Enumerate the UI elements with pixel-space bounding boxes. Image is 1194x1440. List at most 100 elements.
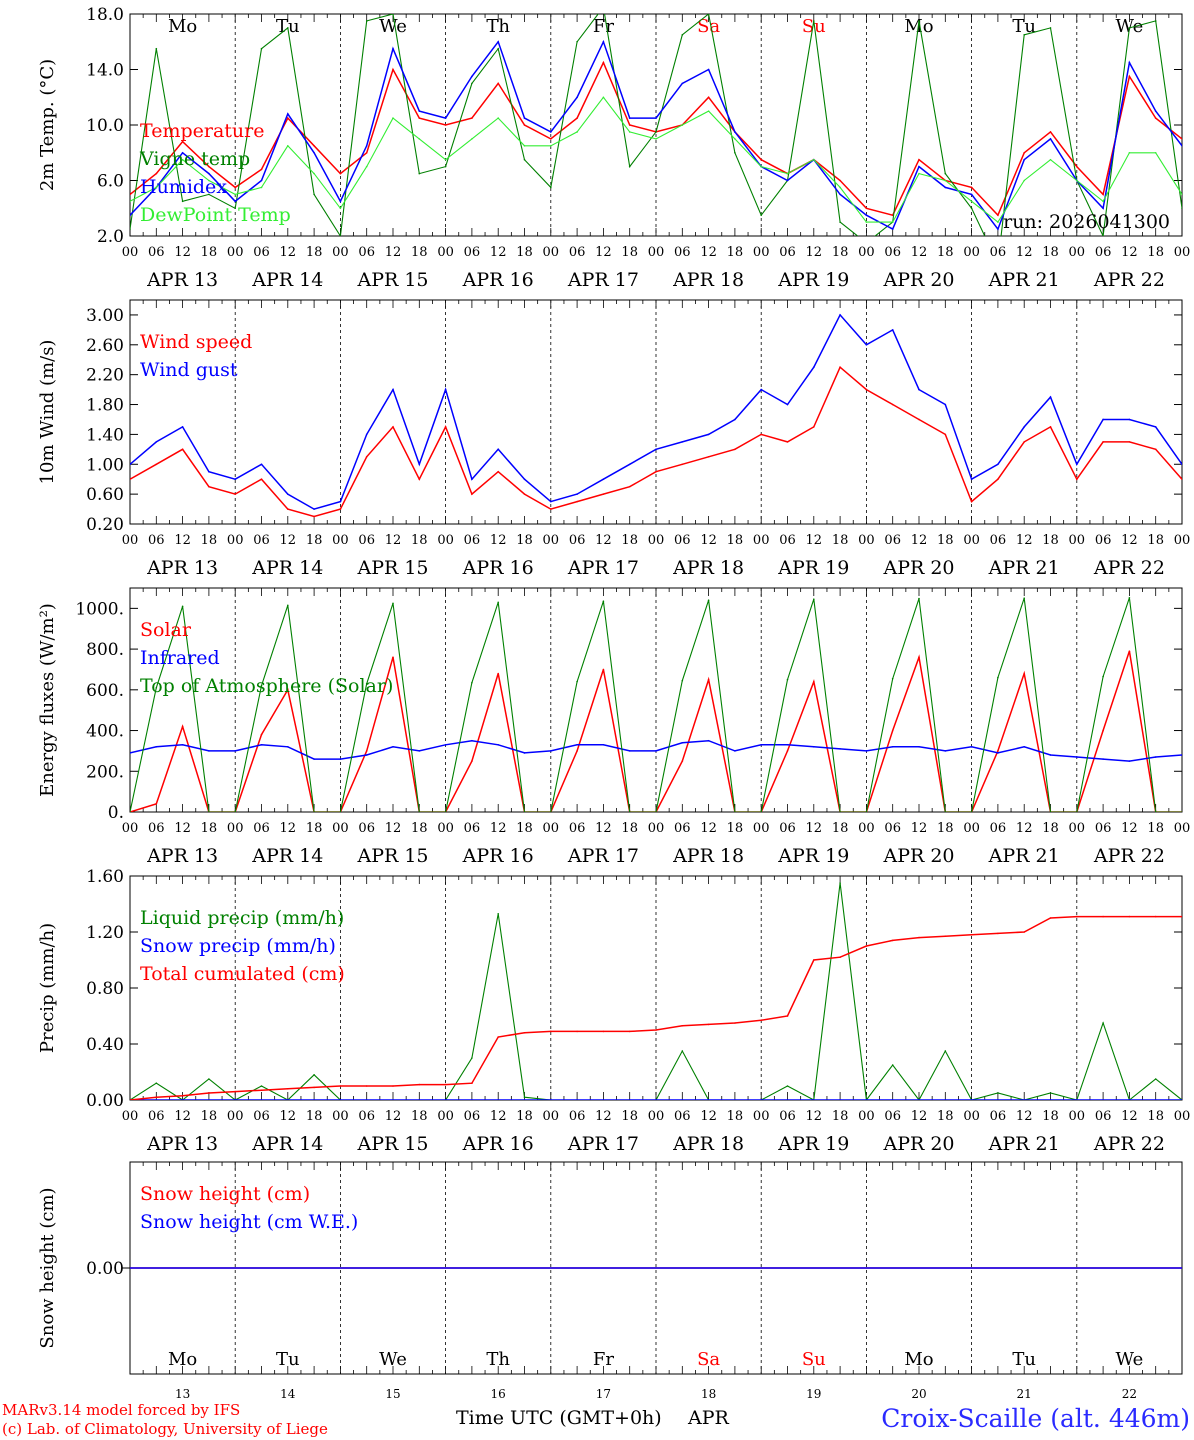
wind-point-1 xyxy=(444,388,447,391)
energy-hour-label: 12 xyxy=(385,821,402,836)
temp-ytick-label: 6.0 xyxy=(97,172,124,192)
precip-point-0 xyxy=(471,1057,473,1059)
temp-point-2 xyxy=(681,82,684,85)
energy-hour-label: 00 xyxy=(858,821,875,836)
precip-point-2 xyxy=(655,1029,657,1031)
wind-point-0 xyxy=(1181,478,1182,480)
energy-date-label: APR 15 xyxy=(356,845,428,867)
wind-point-0 xyxy=(234,493,236,495)
precip-point-2 xyxy=(1128,915,1131,918)
temp-point-3 xyxy=(155,186,158,189)
temp-hour-label: 12 xyxy=(174,245,191,260)
precip-point-2 xyxy=(839,956,841,958)
precip-point-1 xyxy=(707,1099,710,1100)
precip-point-1 xyxy=(1102,1099,1104,1100)
energy-hour-label: 00 xyxy=(543,821,560,836)
energy-point-2 xyxy=(497,601,500,604)
energy-series-group xyxy=(130,596,1182,812)
temp-point-2 xyxy=(707,68,710,71)
temp-point-2 xyxy=(208,172,210,175)
temp-point-3 xyxy=(208,179,210,182)
energy-hour-label: 06 xyxy=(464,821,481,836)
energy-point-0 xyxy=(1128,650,1131,652)
energy-hour-label: 18 xyxy=(1042,821,1059,836)
precip-point-1 xyxy=(786,1099,789,1100)
temp-point-2 xyxy=(1049,138,1052,140)
precip-point-1 xyxy=(339,1099,342,1100)
precip-point-0 xyxy=(497,913,500,915)
energy-hour-label: 06 xyxy=(569,821,586,836)
wind-hour-label: 12 xyxy=(385,533,402,548)
precip-point-1 xyxy=(918,1099,920,1100)
snow-series-group xyxy=(130,1267,1182,1269)
wind-legend-1: Wind gust xyxy=(140,359,238,381)
temp-point-3 xyxy=(497,117,500,119)
temp-hour-label: 18 xyxy=(832,245,849,260)
wind-point-1 xyxy=(497,448,500,451)
temp-hour-label: 18 xyxy=(201,245,218,260)
temp-point-1 xyxy=(550,186,552,189)
precip-hour-label: 00 xyxy=(1174,1109,1191,1124)
snow-weekday-label: We xyxy=(379,1349,407,1370)
precip-ytick-label: 0.00 xyxy=(86,1091,124,1111)
wind-hour-label: 00 xyxy=(1069,533,1086,548)
temp-point-2 xyxy=(444,117,447,119)
energy-point-1 xyxy=(681,741,684,744)
precip-ytick-label: 1.20 xyxy=(86,923,124,943)
wind-hour-label: 00 xyxy=(543,533,560,548)
temp-point-0 xyxy=(1023,151,1025,154)
temp-point-2 xyxy=(339,200,342,203)
wind-point-1 xyxy=(891,329,894,331)
precip-point-2 xyxy=(313,1086,315,1089)
temp-point-1 xyxy=(628,165,631,168)
temp-weekday-label: Su xyxy=(802,16,826,37)
wind-point-1 xyxy=(313,508,315,510)
energy-point-1 xyxy=(786,744,789,746)
wind-hour-label: 18 xyxy=(1042,533,1059,548)
temp-run-annotation: run: 2026041300 xyxy=(1003,211,1170,233)
wind-point-0 xyxy=(392,426,394,428)
wind-point-1 xyxy=(208,470,210,473)
wind-point-1 xyxy=(997,463,999,466)
precip-point-1 xyxy=(208,1099,210,1100)
snow-day-number: 22 xyxy=(1122,1387,1137,1401)
snow-weekday-label: We xyxy=(1116,1349,1144,1370)
energy-hour-label: 00 xyxy=(437,821,454,836)
temp-point-1 xyxy=(234,207,236,210)
energy-hour-label: 18 xyxy=(1147,821,1164,836)
energy-point-1 xyxy=(655,750,657,752)
temp-point-2 xyxy=(287,113,289,115)
precip-legend-0: Liquid precip (mm/h) xyxy=(140,907,344,929)
energy-point-0 xyxy=(392,656,394,659)
temp-point-0 xyxy=(130,193,131,196)
wind-point-1 xyxy=(523,478,526,481)
energy-point-0 xyxy=(707,678,710,681)
precip-point-2 xyxy=(365,1085,368,1087)
wind-point-1 xyxy=(155,441,158,443)
temp-point-3 xyxy=(1128,151,1131,154)
energy-point-1 xyxy=(181,744,184,746)
energy-point-2 xyxy=(287,604,289,607)
precip-point-2 xyxy=(891,939,894,942)
energy-date-label: APR 14 xyxy=(251,845,323,867)
temp-point-0 xyxy=(1102,193,1104,196)
precip-legend-2: Total cumulated (cm) xyxy=(140,963,345,985)
energy-point-2 xyxy=(655,811,657,812)
wind-hour-label: 06 xyxy=(1095,533,1112,548)
precip-hour-label: 12 xyxy=(1016,1109,1033,1124)
temp-point-3 xyxy=(550,145,552,147)
snow-point-1 xyxy=(1181,1267,1182,1269)
wind-point-1 xyxy=(1181,463,1182,466)
wind-hour-label: 00 xyxy=(122,533,139,548)
wind-point-0 xyxy=(944,433,947,436)
temp-point-1 xyxy=(1154,20,1157,22)
energy-point-1 xyxy=(1049,754,1052,756)
temp-point-0 xyxy=(707,96,710,99)
wind-point-0 xyxy=(550,508,552,510)
temp-hour-label: 00 xyxy=(122,245,139,260)
temp-point-3 xyxy=(339,207,342,210)
temp-point-2 xyxy=(418,110,421,112)
energy-point-2 xyxy=(707,599,710,602)
precip-point-0 xyxy=(260,1085,263,1087)
temp-point-0 xyxy=(444,124,447,126)
